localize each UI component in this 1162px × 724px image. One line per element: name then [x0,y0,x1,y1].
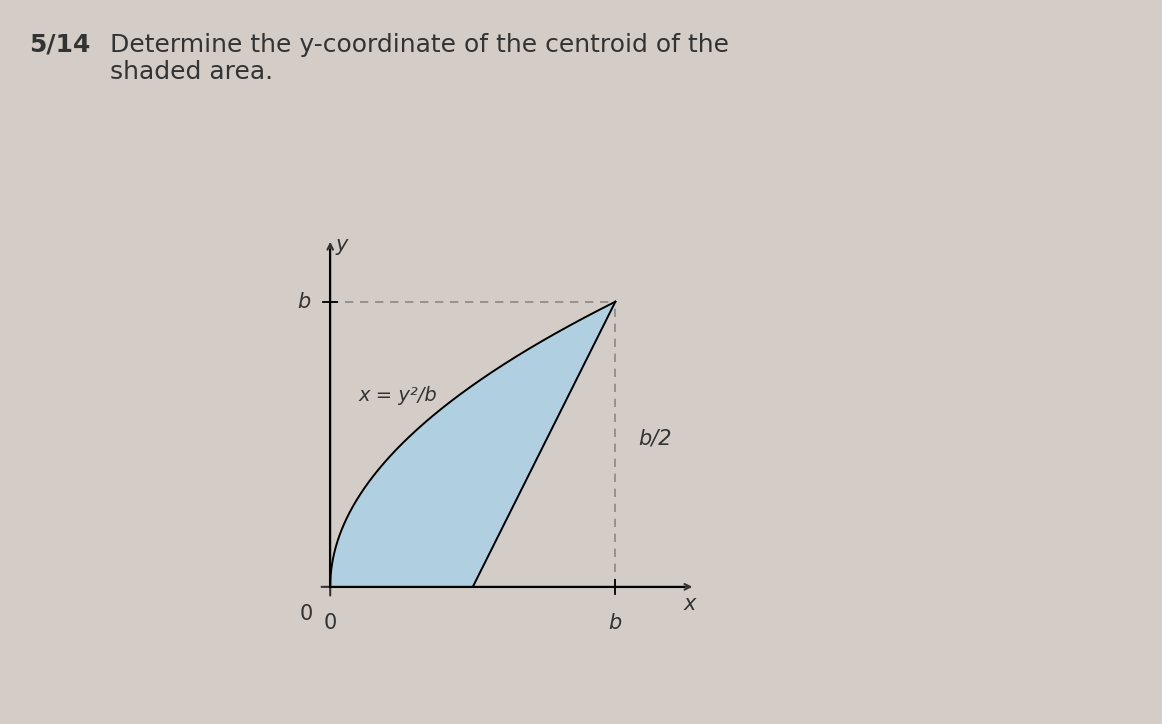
Text: b: b [297,292,310,312]
Text: 0: 0 [323,613,337,633]
Text: 0: 0 [300,604,313,624]
Text: b/2: b/2 [638,429,672,449]
Text: 5/14: 5/14 [29,33,91,56]
Text: x: x [683,594,696,614]
Text: Determine the y-coordinate of the centroid of the
shaded area.: Determine the y-coordinate of the centro… [110,33,730,85]
Text: y: y [336,235,347,255]
Text: b: b [609,613,622,633]
Text: x = y²/b: x = y²/b [359,387,437,405]
